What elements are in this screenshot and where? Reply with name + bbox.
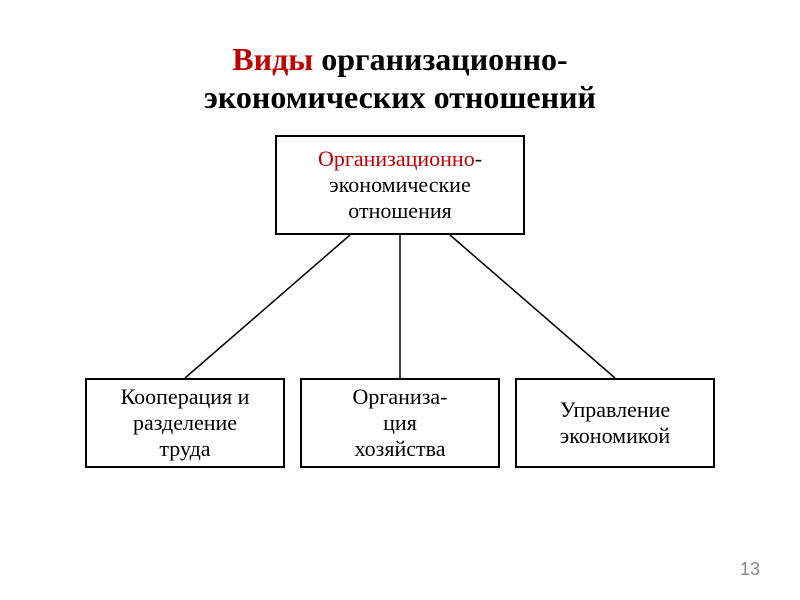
root-accent-word: Организационно [318,146,475,171]
child-2-line2: ция [383,410,417,436]
edge-3 [450,235,615,378]
child-2-line3: хозяйства [355,436,446,462]
child-3-line1: Управление [560,397,670,423]
root-rest: - [475,146,482,171]
title-rest: организационно- [313,41,567,77]
title-accent-word: Виды [232,41,313,77]
child-1-line3: труда [159,436,210,462]
title-line2: экономических отношений [0,78,800,116]
page-number: 13 [740,559,760,580]
root-line3: отношения [348,198,451,224]
child-3-line2: экономикой [560,423,670,449]
root-line1: Организационно- [318,146,482,172]
title-line1: Виды организационно- [0,40,800,78]
root-node: Организационно- экономические отношения [275,135,525,235]
diagram-title: Виды организационно- экономических отнош… [0,0,800,117]
root-line2: экономические [329,172,470,198]
child-node-1: Кооперация и разделение труда [85,378,285,468]
child-node-3: Управление экономикой [515,378,715,468]
child-1-line2: разделение [133,410,237,436]
child-node-2: Организа- ция хозяйства [300,378,500,468]
edge-1 [185,235,350,378]
child-2-line1: Организа- [352,384,447,410]
child-1-line1: Кооперация и [121,384,250,410]
